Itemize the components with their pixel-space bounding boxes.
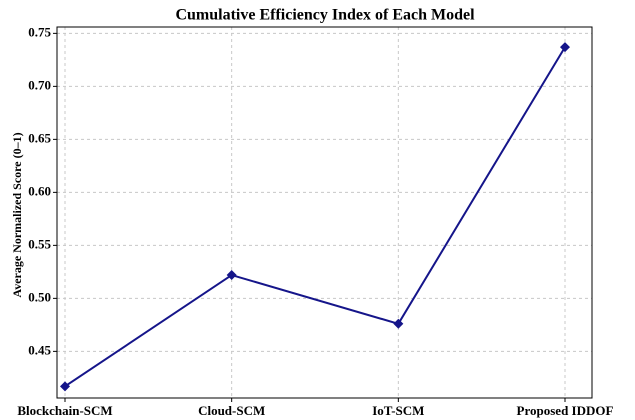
x-tick-label: Proposed IDDOF xyxy=(517,403,614,418)
y-tick-label: 0.65 xyxy=(28,130,51,145)
x-tick-label: Blockchain-SCM xyxy=(17,403,112,418)
line-series xyxy=(64,46,566,388)
y-tick-label: 0.50 xyxy=(28,289,51,304)
marker xyxy=(393,318,404,329)
marker xyxy=(60,381,70,392)
x-tick-label: Cloud-SCM xyxy=(198,403,265,418)
marker xyxy=(560,42,570,53)
chart-title: Cumulative Efficiency Index of Each Mode… xyxy=(175,7,475,24)
y-tick-label: 0.75 xyxy=(28,24,51,39)
y-tick-label: 0.45 xyxy=(28,342,51,357)
y-tick-label: 0.55 xyxy=(28,236,51,251)
x-tick-label: IoT-SCM xyxy=(372,403,424,418)
y-axis-label: Average Normalized Score (0–1) xyxy=(10,132,24,297)
marker xyxy=(226,270,237,281)
y-tick-label: 0.70 xyxy=(28,77,51,92)
y-tick-label: 0.60 xyxy=(28,183,51,198)
plot-frame xyxy=(56,26,593,399)
